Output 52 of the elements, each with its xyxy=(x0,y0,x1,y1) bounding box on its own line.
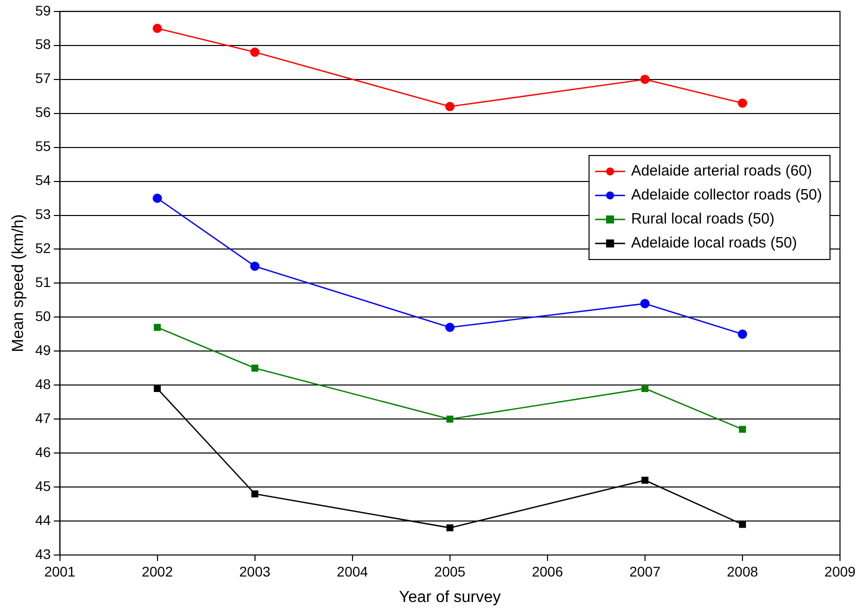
point xyxy=(640,298,650,308)
point xyxy=(251,490,258,498)
point xyxy=(250,262,260,271)
point xyxy=(152,24,162,34)
point xyxy=(640,74,650,84)
x-tick-label: 2006 xyxy=(532,563,564,580)
point xyxy=(250,48,260,57)
point xyxy=(445,322,455,332)
point xyxy=(738,98,748,108)
point xyxy=(738,520,746,528)
y-tick-label: 51 xyxy=(35,274,51,290)
point xyxy=(251,364,258,372)
point xyxy=(446,524,454,532)
point xyxy=(154,385,161,392)
y-tick-label: 57 xyxy=(35,70,51,86)
y-tick-label: 55 xyxy=(35,138,51,154)
x-tick-label: 2001 xyxy=(44,563,76,580)
y-tick-label: 49 xyxy=(35,342,51,358)
y-axis-title: Mean speed (km/h) xyxy=(10,214,28,352)
point xyxy=(738,426,746,433)
point xyxy=(446,416,454,423)
y-tick-label: 44 xyxy=(35,512,51,528)
y-tick-label: 43 xyxy=(35,546,51,562)
y-tick-label: 50 xyxy=(35,308,51,324)
x-axis-title: Year of survey xyxy=(399,588,501,606)
point xyxy=(641,385,648,392)
x-tick-label: 2008 xyxy=(726,563,758,580)
x-tick-label: 2009 xyxy=(824,563,856,580)
y-tick-label: 58 xyxy=(35,36,51,52)
x-tick-label: 2002 xyxy=(142,563,174,580)
point xyxy=(445,102,455,112)
x-tick-label: 2003 xyxy=(239,563,271,580)
legend-label: Adelaide local roads (50) xyxy=(631,234,797,252)
y-tick-label: 46 xyxy=(35,444,51,460)
x-tick-label: 2007 xyxy=(629,563,661,580)
y-tick-label: 45 xyxy=(35,478,51,494)
point xyxy=(641,476,648,484)
point xyxy=(738,330,748,339)
x-tick-label: 2004 xyxy=(336,563,368,580)
point xyxy=(152,194,162,203)
y-tick-label: 48 xyxy=(35,376,51,392)
y-tick-label: 53 xyxy=(35,206,51,222)
x-tick-label: 2005 xyxy=(434,563,466,580)
point xyxy=(154,324,161,331)
legend-label: Rural local roads (50) xyxy=(631,210,774,228)
y-tick-label: 52 xyxy=(35,240,51,256)
legend-label: Adelaide collector roads (50) xyxy=(631,186,822,204)
legend-label: Adelaide arterial roads (60) xyxy=(631,162,812,180)
y-tick-label: 54 xyxy=(35,172,51,188)
y-tick-label: 47 xyxy=(35,410,51,426)
y-tick-label: 59 xyxy=(35,2,51,18)
y-tick-label: 56 xyxy=(35,104,51,120)
